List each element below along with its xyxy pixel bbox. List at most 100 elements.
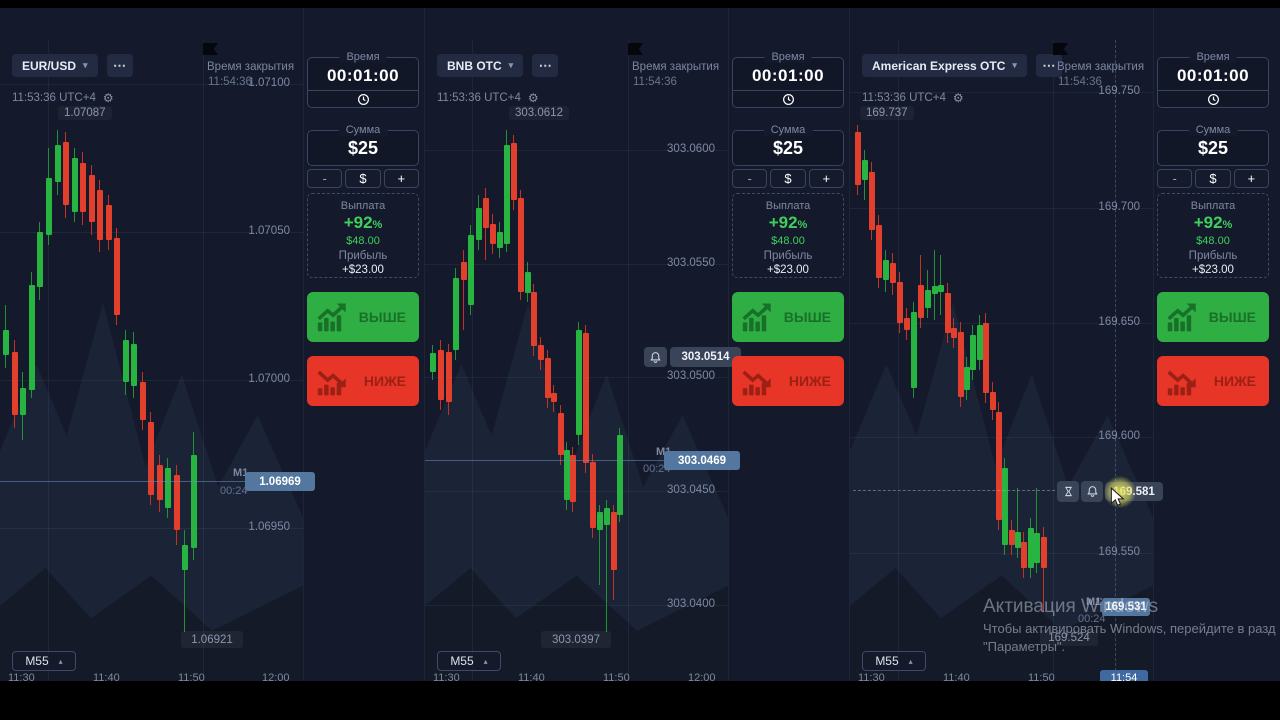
candle[interactable] bbox=[938, 285, 944, 292]
candle[interactable] bbox=[545, 358, 551, 398]
candle[interactable] bbox=[855, 132, 861, 185]
chart-menu-button[interactable]: ⋯ bbox=[106, 54, 133, 77]
amount-increase-button[interactable]: + bbox=[1233, 169, 1269, 188]
candle[interactable] bbox=[165, 468, 171, 508]
candle[interactable] bbox=[131, 344, 137, 386]
candle[interactable] bbox=[504, 145, 510, 244]
candle[interactable] bbox=[897, 282, 903, 323]
candle[interactable] bbox=[89, 175, 95, 222]
candle[interactable] bbox=[890, 263, 896, 283]
candle[interactable] bbox=[157, 465, 163, 500]
candle[interactable] bbox=[525, 272, 531, 293]
expiry-hourglass-button[interactable] bbox=[1057, 481, 1079, 502]
candle[interactable] bbox=[990, 392, 996, 410]
candle[interactable] bbox=[106, 205, 112, 240]
candle[interactable] bbox=[862, 160, 868, 180]
candle[interactable] bbox=[883, 260, 889, 280]
candle[interactable] bbox=[518, 198, 524, 292]
chart-menu-button[interactable]: ⋯ bbox=[532, 54, 559, 77]
candle[interactable] bbox=[551, 393, 557, 402]
candle[interactable] bbox=[932, 286, 938, 294]
candle[interactable] bbox=[951, 328, 957, 338]
expiration-clock-button[interactable] bbox=[1158, 90, 1268, 107]
candle[interactable] bbox=[446, 352, 452, 402]
amount-decrease-button[interactable]: - bbox=[307, 169, 343, 188]
amount-decrease-button[interactable]: - bbox=[1157, 169, 1193, 188]
candle[interactable] bbox=[182, 545, 188, 570]
candle[interactable] bbox=[3, 330, 9, 355]
gear-icon[interactable]: ⚙ bbox=[102, 91, 114, 105]
expiration-value[interactable]: 00:01:00 bbox=[1176, 66, 1250, 85]
amount-value[interactable]: $25 bbox=[1197, 138, 1229, 158]
candle[interactable] bbox=[996, 412, 1002, 520]
symbol-select[interactable]: EUR/USD ▾ bbox=[12, 54, 98, 77]
alert-price-badge[interactable]: 303.0514 bbox=[670, 347, 741, 367]
candle[interactable] bbox=[617, 435, 623, 515]
candle[interactable] bbox=[46, 178, 52, 235]
candle[interactable] bbox=[1015, 532, 1021, 548]
higher-button[interactable]: ВЫШЕ bbox=[307, 292, 419, 342]
candle[interactable] bbox=[970, 335, 976, 370]
candle[interactable] bbox=[564, 450, 570, 500]
candle[interactable] bbox=[430, 353, 436, 372]
candle[interactable] bbox=[869, 172, 875, 230]
chart-menu-button[interactable]: ⋯ bbox=[1035, 54, 1062, 77]
candle[interactable] bbox=[904, 318, 910, 330]
timeframe-button[interactable]: M55 ▴ bbox=[862, 651, 926, 671]
candle[interactable] bbox=[511, 143, 517, 200]
candle[interactable] bbox=[80, 163, 86, 212]
candle[interactable] bbox=[114, 238, 120, 315]
lower-button[interactable]: НИЖЕ bbox=[732, 356, 844, 406]
amount-currency-button[interactable]: $ bbox=[345, 169, 381, 188]
candle[interactable] bbox=[918, 285, 924, 318]
amount-currency-button[interactable]: $ bbox=[1195, 169, 1231, 188]
candle[interactable] bbox=[97, 190, 103, 240]
candle[interactable] bbox=[461, 262, 467, 280]
candle[interactable] bbox=[140, 382, 146, 420]
expiration-value[interactable]: 00:01:00 bbox=[751, 66, 825, 85]
candle[interactable] bbox=[29, 285, 35, 390]
symbol-select[interactable]: BNB OTC ▾ bbox=[437, 54, 524, 77]
candle[interactable] bbox=[1021, 542, 1027, 568]
candle[interactable] bbox=[1009, 530, 1015, 545]
candle[interactable] bbox=[1041, 537, 1047, 568]
candle[interactable] bbox=[37, 232, 43, 287]
lower-button[interactable]: НИЖЕ bbox=[307, 356, 419, 406]
alert-bell-button[interactable] bbox=[1081, 481, 1103, 502]
candle[interactable] bbox=[55, 145, 61, 182]
lower-button[interactable]: НИЖЕ bbox=[1157, 356, 1269, 406]
candle[interactable] bbox=[945, 293, 951, 333]
symbol-select[interactable]: American Express OTC ▾ bbox=[862, 54, 1027, 77]
candle[interactable] bbox=[476, 208, 482, 240]
candle[interactable] bbox=[497, 232, 503, 248]
candle[interactable] bbox=[1002, 468, 1008, 545]
candle[interactable] bbox=[583, 333, 589, 463]
candle[interactable] bbox=[438, 350, 444, 400]
candle[interactable] bbox=[611, 512, 617, 570]
gear-icon[interactable]: ⚙ bbox=[527, 91, 539, 105]
candle[interactable] bbox=[911, 312, 917, 388]
candle[interactable] bbox=[174, 475, 180, 530]
expiration-value[interactable]: 00:01:00 bbox=[326, 66, 400, 85]
timeframe-button[interactable]: M55 ▴ bbox=[12, 651, 76, 671]
candle[interactable] bbox=[964, 367, 970, 390]
amount-decrease-button[interactable]: - bbox=[732, 169, 768, 188]
candle[interactable] bbox=[576, 330, 582, 435]
candle[interactable] bbox=[191, 455, 197, 548]
candle[interactable] bbox=[12, 352, 18, 415]
expiration-clock-button[interactable] bbox=[733, 90, 843, 107]
candle[interactable] bbox=[148, 422, 154, 495]
alert-bell-button[interactable] bbox=[644, 347, 667, 367]
candle[interactable] bbox=[604, 508, 610, 525]
higher-button[interactable]: ВЫШЕ bbox=[1157, 292, 1269, 342]
candle[interactable] bbox=[597, 512, 603, 530]
candle[interactable] bbox=[590, 462, 596, 528]
candle[interactable] bbox=[876, 225, 882, 278]
gear-icon[interactable]: ⚙ bbox=[952, 91, 964, 105]
candle[interactable] bbox=[63, 142, 69, 205]
candle[interactable] bbox=[983, 323, 989, 393]
candle[interactable] bbox=[531, 292, 537, 346]
candle[interactable] bbox=[1034, 533, 1040, 563]
candle[interactable] bbox=[72, 158, 78, 212]
